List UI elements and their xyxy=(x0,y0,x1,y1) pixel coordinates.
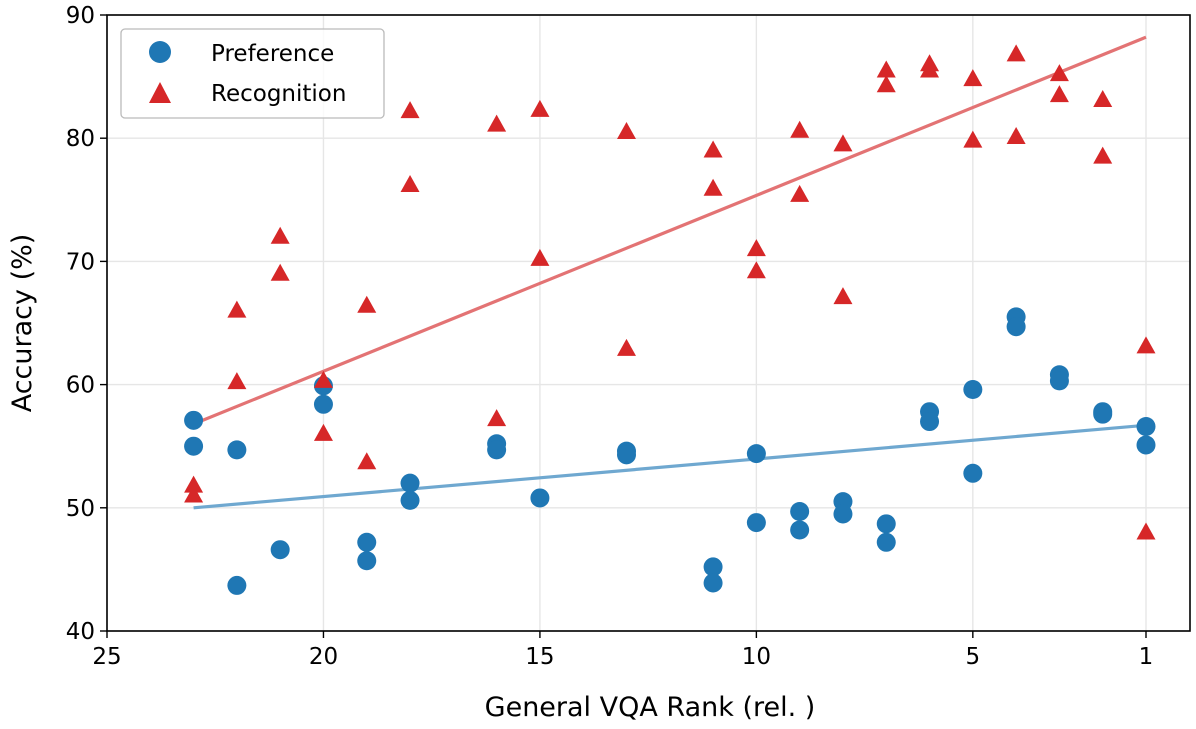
legend-preference-label: Preference xyxy=(211,41,334,67)
y-tick-label: 80 xyxy=(66,126,95,152)
preference-point xyxy=(617,445,636,465)
recognition-point xyxy=(270,263,290,281)
recognition-point xyxy=(876,75,896,93)
preference-point xyxy=(1049,371,1069,391)
recognition-point xyxy=(357,295,377,313)
preference-point xyxy=(1006,317,1026,337)
recognition-point xyxy=(1006,44,1026,62)
recognition-point xyxy=(1093,90,1113,108)
y-axis-ticks: 40 50 60 70 80 90 xyxy=(66,3,107,645)
recognition-point xyxy=(703,140,723,158)
recognition-point xyxy=(1049,64,1069,82)
x-tick-label: 10 xyxy=(742,644,771,670)
preference-point xyxy=(963,380,983,400)
recognition-point xyxy=(617,338,636,356)
preference-point xyxy=(357,551,377,571)
plot-frame xyxy=(106,14,1191,632)
recognition-point xyxy=(1049,85,1069,103)
preference-point xyxy=(400,490,420,510)
y-tick-label: 40 xyxy=(66,619,95,645)
preference-point xyxy=(530,488,550,508)
preference-point xyxy=(833,504,853,524)
recognition-point xyxy=(530,248,550,266)
y-tick-label: 50 xyxy=(66,496,95,522)
preference-point xyxy=(963,463,983,483)
preference-point xyxy=(790,501,810,521)
recognition-point xyxy=(746,261,766,279)
preference-point xyxy=(227,575,247,595)
legend-recognition-marker xyxy=(149,82,171,103)
recognition-point xyxy=(963,69,983,87)
legend-box xyxy=(120,28,385,119)
legend: Preference Recognition xyxy=(120,28,385,119)
x-tick-label: 15 xyxy=(525,644,554,670)
x-axis-ticks: 25 20 15 10 5 1 xyxy=(92,631,1153,670)
preference-point xyxy=(227,440,247,460)
preference-point xyxy=(313,394,333,414)
recognition-point xyxy=(703,178,723,196)
legend-preference-marker xyxy=(149,41,171,63)
preference-point xyxy=(400,473,420,493)
recognition-point xyxy=(1093,146,1113,164)
recognition-point xyxy=(357,452,377,470)
recognition-point xyxy=(400,175,420,193)
recognition-point xyxy=(920,60,940,78)
x-tick-label: 1 xyxy=(1139,644,1154,670)
preference-point xyxy=(746,513,766,533)
preference-point xyxy=(703,557,723,577)
preference-point xyxy=(920,412,940,432)
y-tick-label: 70 xyxy=(66,249,95,275)
y-tick-label: 60 xyxy=(66,373,95,399)
y-tick-label: 90 xyxy=(66,3,95,29)
recognition-point xyxy=(313,370,333,388)
preference-point xyxy=(1093,404,1113,424)
x-axis-label: General VQA Rank (rel. ) xyxy=(485,692,816,723)
recognition-point xyxy=(1136,522,1156,540)
recognition-point xyxy=(530,99,550,117)
recognition-point xyxy=(400,101,420,119)
trend-lines xyxy=(192,35,1147,510)
recognition-point xyxy=(313,423,333,441)
recognition-point xyxy=(790,184,810,202)
recognition-point xyxy=(487,114,507,132)
recognition-trend-line xyxy=(192,35,1147,426)
recognition-point xyxy=(833,134,853,152)
recognition-point xyxy=(963,130,983,148)
x-tick-label: 20 xyxy=(309,644,338,670)
x-tick-label: 5 xyxy=(966,644,981,670)
preference-point xyxy=(746,444,766,464)
recognition-point xyxy=(270,226,290,244)
recognition-point xyxy=(487,409,507,427)
legend-recognition-label: Recognition xyxy=(211,81,346,107)
recognition-point xyxy=(1136,336,1156,354)
recognition-point xyxy=(227,372,247,390)
y-axis-label: Accuracy (%) xyxy=(7,234,38,413)
recognition-point xyxy=(617,122,636,140)
preference-point xyxy=(184,436,204,456)
recognition-point xyxy=(184,485,204,503)
recognition-point xyxy=(227,300,247,318)
recognition-point xyxy=(790,120,810,138)
preference-point xyxy=(703,573,723,593)
preference-point xyxy=(876,532,896,552)
preference-point xyxy=(876,514,896,534)
preference-point xyxy=(790,520,810,540)
recognition-point xyxy=(876,60,896,78)
recognition-point xyxy=(746,239,766,257)
preference-point xyxy=(184,410,204,430)
preference-trend-line xyxy=(193,423,1147,510)
preference-point xyxy=(357,532,377,552)
preference-point xyxy=(270,540,290,560)
recognition-point xyxy=(184,475,204,493)
preference-point xyxy=(1136,416,1156,436)
data-points xyxy=(184,44,1156,595)
preference-point xyxy=(1136,435,1156,455)
recognition-point xyxy=(833,287,853,305)
preference-point xyxy=(487,440,507,460)
x-tick-label: 25 xyxy=(92,644,121,670)
recognition-point xyxy=(1006,126,1026,144)
